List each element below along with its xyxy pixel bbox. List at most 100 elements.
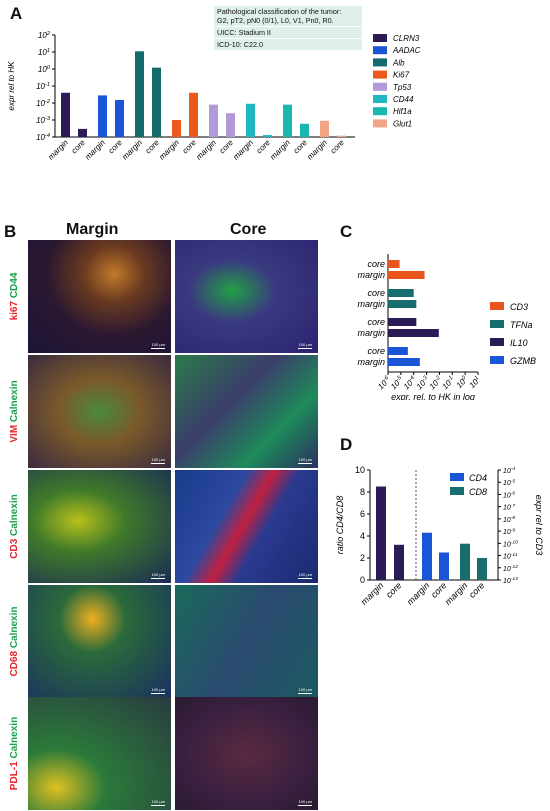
info-line-2-text: G2, pT2, pN0 (0/1), L0, V1, Pn0, R0.	[217, 16, 334, 25]
a-bar-CD44-core	[263, 135, 272, 137]
scale-bar-label: 100 µm	[298, 687, 312, 692]
row-label-red-marker: VIM	[8, 424, 20, 443]
a-legend-swatch-Hif1a	[373, 107, 387, 116]
d-ratio-bar-margin	[376, 486, 386, 580]
info-line-icd: ICD-10: C22.0	[214, 39, 362, 50]
c-legend-label-TFNa: TFNa	[510, 320, 533, 330]
col-title-margin: Margin	[66, 221, 119, 238]
c-bar-GZMB-core	[388, 347, 408, 355]
d-left-tick-label: 6	[360, 509, 365, 519]
a-x-tick-label: core	[329, 138, 347, 156]
row-label-ki67: ki67 CD44	[9, 240, 20, 353]
scale-bar-label: 100 µm	[298, 457, 312, 462]
info-line-uicc: UICC: Stadium II	[214, 27, 362, 38]
d-right-tick-label: 10-9	[503, 527, 515, 536]
a-y-tick-label: 102	[38, 31, 51, 40]
micrograph-margin-pdl-1: 100 µm	[28, 697, 171, 810]
a-legend-label-Ki67: Ki67	[393, 71, 410, 80]
d-left-tick-label: 0	[360, 575, 365, 585]
micrograph-margin-cd3: 100 µm	[28, 470, 171, 583]
a-legend-swatch-Alb	[373, 58, 387, 67]
d-right-label: expr rel to CD3	[534, 495, 544, 556]
a-bar-Ki67-core	[189, 92, 198, 137]
c-legend-swatch-GZMB	[490, 356, 504, 364]
c-legend-label-GZMB: GZMB	[510, 356, 536, 366]
c-y-tick-label: margin	[357, 299, 385, 309]
micrograph-core-ki67: 100 µm	[175, 240, 318, 353]
a-bar-Alb-core	[152, 67, 161, 137]
d-legend-label-CD8: CD8	[469, 487, 487, 497]
d-right-tick-label: 10-7	[503, 503, 515, 512]
scale-bar	[298, 578, 312, 579]
d-left-label: ratio CD4/CD8	[335, 496, 345, 555]
a-x-tick-label: margin	[46, 138, 70, 162]
d-x-tick-label: core	[384, 580, 403, 599]
c-bar-TFNa-margin	[388, 300, 417, 308]
row-label-green-marker: CD44	[8, 272, 20, 298]
a-legend-swatch-Glut1	[373, 119, 387, 128]
a-bar-CLRN3-core	[78, 128, 87, 137]
a-bar-Hif1a-core	[300, 123, 309, 137]
row-label-red-marker: CD68	[8, 650, 20, 677]
row-label-cd68: CD68 Calnexin	[9, 585, 20, 698]
d-right-tick-label: 10-5	[503, 478, 515, 487]
scale-bar	[298, 693, 312, 694]
a-legend-swatch-Ki67	[373, 70, 387, 79]
a-y-tick-label: 10-2	[36, 99, 51, 108]
a-x-tick-label: margin	[83, 138, 107, 162]
micrograph-core-vim: 100 µm	[175, 355, 318, 468]
d-legend-swatch-CD8	[450, 487, 464, 495]
row-label-red-marker: ki67	[8, 300, 20, 320]
c-y-tick-label: core	[367, 259, 385, 269]
scale-bar-label: 100 µm	[298, 799, 312, 804]
scale-bar-label: 100 µm	[298, 572, 312, 577]
d-bar-CD4-margin	[422, 532, 432, 580]
a-legend-label-AADAC: AADAC	[392, 46, 420, 55]
d-right-tick-label: 10-10	[503, 540, 518, 549]
row-label-cd3: CD3 Calnexin	[9, 470, 20, 583]
a-bar-Glut1-margin	[320, 120, 329, 137]
scale-bar-label: 100 µm	[151, 342, 165, 347]
a-bar-Tp53-margin	[209, 104, 218, 137]
a-x-tick-label: margin	[157, 138, 181, 162]
d-right-tick-label: 10-12	[503, 564, 518, 573]
scale-bar	[151, 578, 165, 579]
c-bar-IL10-core	[388, 318, 417, 326]
a-bar-Glut1-core	[337, 135, 346, 137]
row-label-red-marker: CD3	[8, 538, 20, 559]
panel-a-letter: A	[10, 4, 23, 23]
scale-bar	[151, 463, 165, 464]
a-y-label: expr rel to HK	[7, 61, 16, 111]
row-label-green-marker: Calnexin	[8, 379, 20, 422]
scale-bar	[151, 693, 165, 694]
c-legend-swatch-CD3	[490, 302, 504, 310]
d-left-tick-label: 8	[360, 487, 365, 497]
chart-a: 102 101 100 10-1 10-2 10-3 10-4 expr rel to HK m…	[7, 31, 420, 162]
a-bar-Hif1a-margin	[283, 104, 292, 137]
a-legend-label-CLRN3: CLRN3	[393, 34, 420, 43]
a-legend-label-Glut1: Glut1	[393, 119, 412, 128]
a-x-tick-label: margin	[120, 138, 144, 162]
c-bar-CD3-margin	[388, 271, 425, 279]
c-y-tick-label: margin	[357, 357, 385, 367]
d-x-tick-label: margin	[443, 580, 470, 607]
c-legend-label-IL10: IL10	[510, 338, 528, 348]
a-legend-swatch-AADAC	[373, 46, 387, 55]
scale-bar	[298, 805, 312, 806]
a-x-tick-label: margin	[231, 138, 255, 162]
col-title-core: Core	[230, 221, 267, 238]
d-right-tick-label: 10-4	[503, 466, 515, 475]
c-y-tick-label: margin	[357, 270, 385, 280]
d-ratio-bar-core	[394, 544, 404, 580]
scale-bar-label: 100 µm	[298, 342, 312, 347]
d-legend-label-CD4: CD4	[469, 473, 487, 483]
panel-c-letter: C	[340, 222, 353, 241]
d-left-tick-label: 10	[355, 465, 365, 475]
micrograph-core-cd3: 100 µm	[175, 470, 318, 583]
c-bar-GZMB-margin	[388, 358, 420, 366]
scale-bar	[298, 348, 312, 349]
d-bar-CD8-core	[477, 558, 487, 580]
a-y-tick-label: 10-4	[36, 133, 50, 142]
chart-d: 0 2 4 6 8 10 10-13 10-12 10-11 10-10 10-9 10-8 10-7 1…	[335, 465, 544, 607]
